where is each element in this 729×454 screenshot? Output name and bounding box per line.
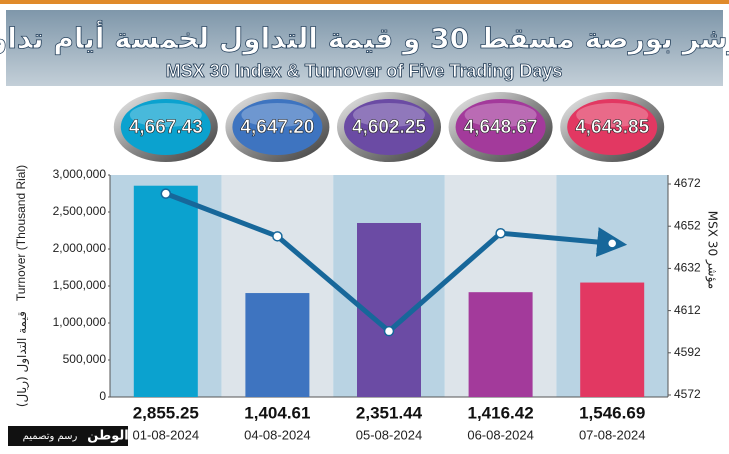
bar-value-label: 2,855.25: [133, 403, 199, 422]
oval: [120, 99, 211, 155]
y-tick-label: 1,500,000: [53, 278, 107, 292]
index-value-label: 4,602.25: [352, 117, 426, 138]
index-value-label: 4,643.85: [575, 117, 649, 138]
bar: [133, 185, 198, 397]
y-tick-label: 500,000: [63, 352, 107, 366]
bar-value-label: 1,546.69: [579, 403, 645, 422]
title-band: [6, 10, 723, 86]
oval-shine: [129, 103, 202, 127]
index-point: [495, 227, 506, 239]
y-axis-label-en: Turnover (Thousand Rial): [14, 165, 28, 301]
y-tick-label: 3,000,000: [53, 167, 107, 181]
y2-axis-label: MSX 30 مؤشر: [705, 211, 720, 289]
y2-tick-label: 4652: [674, 218, 701, 232]
bar-value-label: 2,351.44: [356, 403, 423, 422]
y2-tick-label: 4672: [674, 176, 701, 190]
credit-box: [8, 426, 128, 446]
x-tick-label: 01-08-2024: [133, 427, 200, 442]
bar: [245, 293, 310, 397]
x-tick-label: 04-08-2024: [244, 427, 311, 442]
y-axis-label: قيمة التداول (ريال) Turnover (Thousand Ri…: [14, 165, 29, 407]
x-tick-label: 05-08-2024: [356, 427, 423, 442]
oval: [344, 99, 434, 155]
chart-title: مؤشر بورصة مسقط 30 و قيمة التداول لخمسة …: [0, 20, 729, 55]
oval: [567, 99, 658, 155]
index-point: [160, 188, 172, 199]
oval: [455, 99, 546, 155]
credit-text: رسم وتصميم: [23, 431, 78, 442]
y2-tick-label: 4572: [674, 387, 701, 401]
bar: [468, 292, 533, 397]
index-point: [383, 325, 395, 337]
index-point: [272, 231, 283, 242]
index-value-label: 4,667.43: [129, 117, 203, 138]
y2-tick-label: 4632: [674, 261, 701, 275]
top-rule: [0, 0, 729, 4]
y2-tick-label: 4592: [674, 345, 701, 359]
oval-shine: [464, 103, 537, 127]
index-value-label: 4,648.67: [464, 117, 538, 138]
y-tick-label: 2,000,000: [53, 241, 107, 255]
oval: [232, 99, 323, 155]
oval-shine: [241, 103, 314, 127]
y-axis-label-ar: قيمة التداول (ريال): [15, 311, 30, 407]
y-tick-label: 2,500,000: [53, 204, 107, 218]
index-point: [606, 238, 618, 249]
y-tick-label: 1,000,000: [53, 315, 107, 329]
chart-subtitle: MSX 30 Index & Turnover of Five Trading …: [166, 61, 563, 81]
credit-source: الوطن: [87, 429, 128, 444]
bar-value-label: 1,404.61: [244, 403, 310, 422]
bar-value-label: 1,416.42: [468, 403, 534, 422]
y-tick-label: 0: [99, 389, 106, 403]
y2-tick-label: 4612: [674, 303, 701, 317]
bar: [580, 282, 645, 397]
x-tick-label: 07-08-2024: [579, 427, 646, 442]
x-tick-label: 06-08-2024: [467, 427, 534, 442]
oval-shine: [353, 103, 425, 127]
index-value-label: 4,647.20: [240, 117, 314, 138]
oval-shine: [576, 103, 649, 127]
